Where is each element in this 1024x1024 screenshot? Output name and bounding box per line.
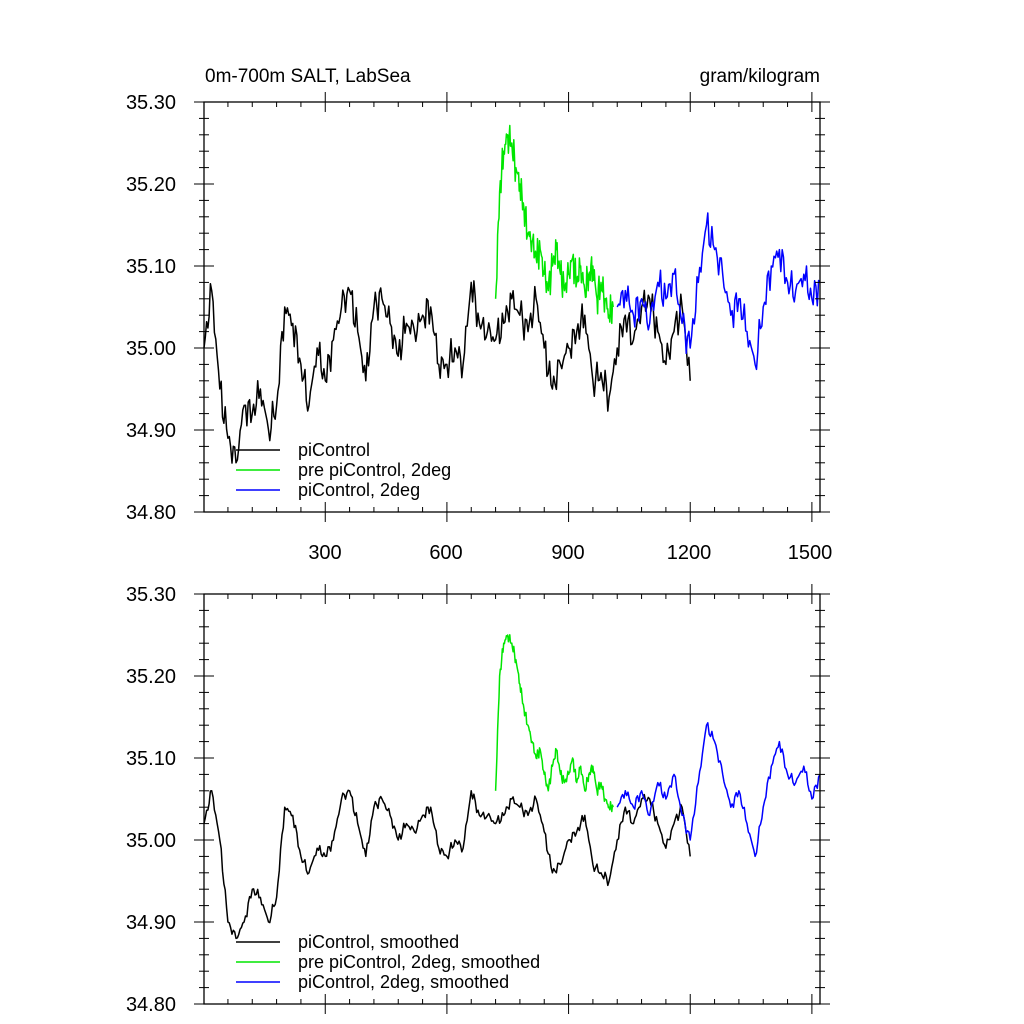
bottom-plot-frame (203, 593, 821, 1005)
legend-label: pre piControl, 2deg, smoothed (298, 952, 540, 972)
series-line-pre-picontrol-2deg-smoothed (494, 634, 614, 813)
top-y-tick-labels: 35.30 35.20 35.10 35.00 34.90 34.80 (126, 92, 176, 524)
chart-title-right: gram/kilogram (700, 66, 820, 87)
bottom-series-lines (203, 634, 821, 940)
y-tick-label: 35.20 (126, 174, 176, 196)
y-tick-label: 35.30 (126, 584, 176, 606)
bottom-axis-ticks (194, 584, 830, 1014)
series-line-picontrol-2deg (616, 212, 821, 371)
y-tick-label: 35.10 (126, 256, 176, 278)
bottom-panel: 35.30 35.20 35.10 35.00 34.90 34.80 piCo… (126, 584, 830, 1016)
y-tick-label: 35.00 (126, 830, 176, 852)
x-tick-label: 600 (429, 542, 462, 564)
top-panel: 0m-700m SALT, LabSea gram/kilogram 35.30… (126, 66, 832, 564)
y-tick-label: 35.10 (126, 748, 176, 770)
series-line-picontrol (203, 280, 691, 464)
top-legend: piControl pre piControl, 2deg piControl,… (236, 440, 451, 500)
y-tick-label: 34.80 (126, 994, 176, 1016)
legend-label: pre piControl, 2deg (298, 460, 451, 480)
y-tick-label: 35.30 (126, 92, 176, 114)
x-tick-label: 1200 (667, 542, 712, 564)
legend-label: piControl, smoothed (298, 932, 459, 952)
legend-label: piControl, 2deg, smoothed (298, 972, 509, 992)
x-tick-label: 300 (308, 542, 341, 564)
top-axis-ticks (194, 92, 830, 522)
series-line-pre-picontrol-2deg (494, 124, 614, 325)
legend-label: piControl (298, 440, 370, 460)
y-tick-label: 35.00 (126, 338, 176, 360)
x-tick-label: 900 (551, 542, 584, 564)
legend-label: piControl, 2deg (298, 480, 420, 500)
y-tick-label: 34.90 (126, 912, 176, 934)
y-tick-label: 34.80 (126, 502, 176, 524)
y-tick-label: 34.90 (126, 420, 176, 442)
y-tick-label: 35.20 (126, 666, 176, 688)
series-line-picontrol-smoothed (203, 789, 691, 940)
series-line-picontrol-2deg-smoothed (616, 722, 821, 858)
bottom-legend: piControl, smoothed pre piControl, 2deg,… (236, 932, 540, 992)
chart-title-left: 0m-700m SALT, LabSea (205, 66, 411, 87)
bottom-y-tick-labels: 35.30 35.20 35.10 35.00 34.90 34.80 (126, 584, 176, 1016)
x-tick-label: 1500 (788, 542, 833, 564)
top-x-tick-labels: 300 600 900 1200 1500 (308, 542, 832, 564)
top-plot-frame (203, 101, 821, 513)
top-series-lines (203, 124, 821, 464)
